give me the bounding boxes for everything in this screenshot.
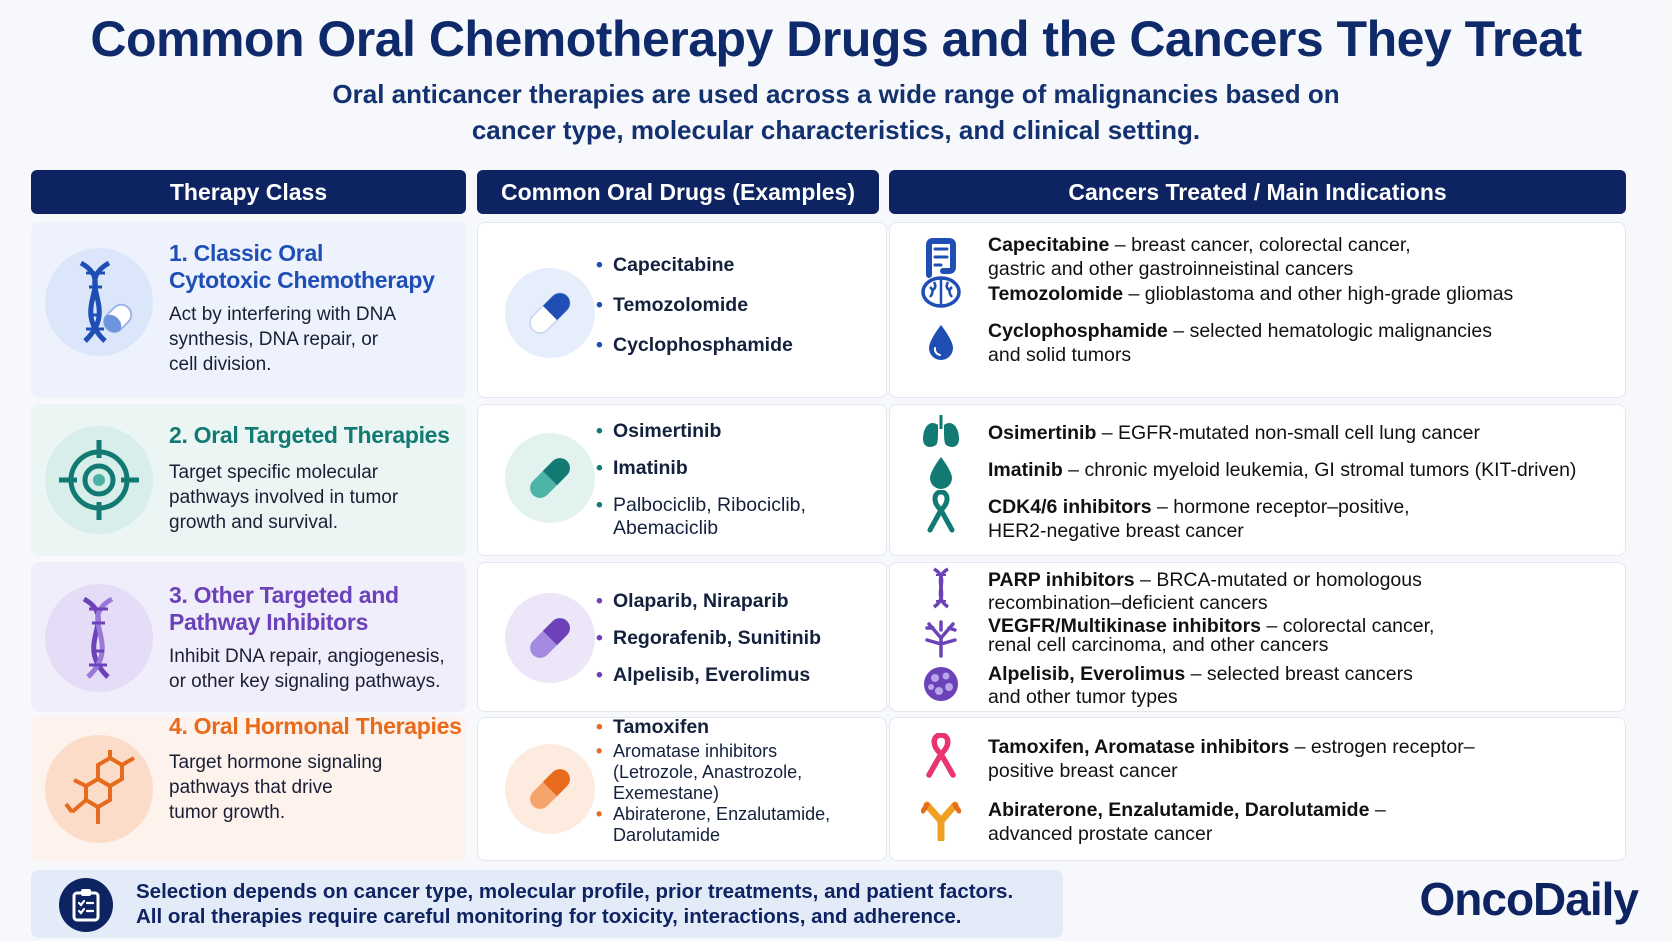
drug-list-1: • Capecitabine • Temozolomide • Cyclophosph… [596,254,878,357]
therapy-class-card-2: 2. Oral Targeted Therapies Target specif… [31,404,466,556]
class-description-1: Act by interfering with DNA synthesis, D… [169,304,397,375]
list-item: • Alpelisib, Everolimus [596,664,811,686]
list-item: • Imatinib [596,457,688,479]
footer-note: Selection depends on cancer type, molecu… [31,870,1063,938]
indications-card-1: Capecitabine – breast cancer, colorectal… [889,222,1626,398]
orange-capsule-icon [505,744,595,834]
class-title-1: 1. Classic Oral Cytotoxic Chemotherapy [169,240,435,293]
indication-text: Cyclophosphamide – selected hematologic … [988,320,1492,366]
list-item: • Cyclophosphamide [596,334,793,356]
drugs-card-2: • Osimertinib • Imatinib • Palbociclib, Rib… [477,404,887,556]
pink-ribbon-icon [918,733,964,778]
indications-card-3: PARP inhibitors – BRCA-mutated or homolo… [889,562,1626,712]
therapy-class-card-3: 3. Other Targeted and Pathway Inhibitors… [31,562,466,712]
ribbon-icon [918,490,964,533]
list-item: • Temozolomide [596,294,749,316]
drugs-card-1: • Capecitabine • Temozolomide • Cyclophosph… [477,222,887,398]
blue-capsule-icon [505,268,595,358]
list-item: Abemaciclib [613,517,719,539]
indication-text: PARP inhibitors – BRCA-mutated or homolo… [988,569,1422,614]
drugs-card-3: • Olaparib, Niraparib • Regorafenib, Sunit… [477,562,887,712]
list-item: • Osimertinib [596,420,722,442]
indication-text: Abiraterone, Enzalutamide, Darolutamide … [988,799,1386,845]
receptor-icon [918,798,964,841]
indication-text: CDK4/6 inhibitors – hormone receptor–pos… [988,496,1410,542]
indication-text: VEGFR/Multikinase inhibitors – colorecta… [988,615,1435,656]
indication-text: Imatinib – chronic myeloid leukemia, GI … [988,459,1577,481]
class-title-2: 2. Oral Targeted Therapies [169,422,450,448]
indication-text: Temozolomide – glioblastoma and other hi… [988,283,1514,305]
indication-text: Capecitabine – breast cancer, colorectal… [988,234,1411,280]
indications-card-4: Tamoxifen, Aromatase inhibitors – estrog… [889,717,1626,861]
subtitle-line-2: cancer type, molecular characteristics, … [471,115,1201,145]
footer-text: Selection depends on cancer type, molecu… [136,880,1014,928]
list-item: • Capecitabine [596,254,735,276]
indication-text: Tamoxifen, Aromatase inhibitors – estrog… [988,736,1475,782]
list-item: • Palbociclib, Ribociclib, [596,494,806,516]
list-item: • Tamoxifen [596,716,710,738]
header-indications: Cancers Treated / Main Indications [889,170,1626,214]
lungs-icon [918,411,964,453]
vessel-icon [918,617,964,659]
class-title-3: 3. Other Targeted and Pathway Inhibitors [169,582,399,635]
dna-small-icon [918,567,964,609]
subtitle-line-1: Oral anticancer therapies are used acros… [332,79,1340,109]
dna-capsule-icon [45,248,153,356]
list-item: • Aromatase inhibitors [596,741,778,761]
blood-drop-icon [918,321,964,363]
teal-capsule-icon [505,433,595,523]
drop-icon [918,452,964,494]
drug-list-4: • Tamoxifen • Aromatase inhibitors (Letroz… [596,716,878,846]
class-title-4: 4. Oral Hormonal Therapies [169,713,462,739]
class-description-2: Target specific molecular pathways invol… [169,462,399,533]
page-title: Common Oral Chemotherapy Drugs and the C… [90,11,1582,67]
indications-card-2: Osimertinib – EGFR-mutated non-small cel… [889,404,1626,556]
drugs-card-4: • Tamoxifen • Aromatase inhibitors (Letroz… [477,716,887,861]
list-item: • Abiraterone, Enzalutamide, [596,804,831,824]
intestine-icon [918,237,964,279]
drug-list-2: • Osimertinib • Imatinib • Palbociclib, Rib… [596,420,878,540]
brand-logo: OncoDaily [1419,873,1639,925]
list-item: • Regorafenib, Sunitinib [596,627,821,649]
dna-icon [45,584,153,692]
therapy-class-card-4: 4. Oral Hormonal Therapies Target hormon… [31,713,466,861]
list-item: • Olaparib, Niraparib [596,590,789,612]
list-item: (Letrozole, Anastrozole, [613,762,803,782]
therapy-class-card-1: 1. Classic Oral Cytotoxic Chemotherapy A… [31,222,466,398]
class-description-3: Inhibit DNA repair, angiogenesis, or oth… [169,646,445,692]
target-icon [45,426,153,534]
indication-text: Osimertinib – EGFR-mutated non-small cel… [988,422,1481,444]
clipboard-icon [59,878,113,932]
header-therapy-class: Therapy Class [31,170,466,214]
header-drugs: Common Oral Drugs (Examples) [477,170,879,214]
tumor-cell-icon [918,663,964,705]
list-item: Darolutamide [613,825,721,845]
purple-capsule-icon [505,593,595,683]
list-item: Exemestane) [613,783,720,803]
page-subtitle: Oral anticancer therapies are used acros… [0,76,1672,148]
class-description-4: Target hormone signaling pathways that d… [169,752,383,823]
brain-icon [918,272,964,314]
molecule-icon [45,735,153,843]
drug-list-3: • Olaparib, Niraparib • Regorafenib, Sunit… [596,590,878,687]
indication-text: Alpelisib, Everolimus – selected breast … [988,663,1413,708]
